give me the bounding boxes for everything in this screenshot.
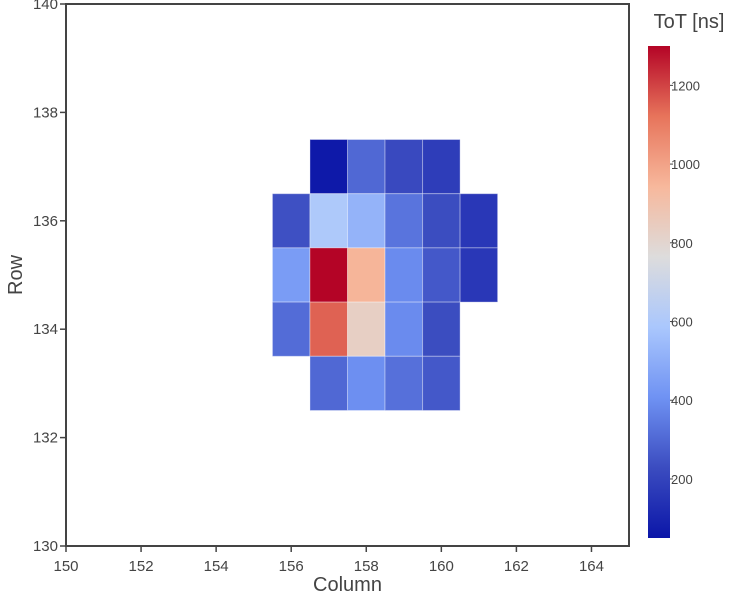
heatmap-cell bbox=[459, 247, 499, 303]
heatmap-cell bbox=[422, 193, 461, 249]
y-tick-label: 140 bbox=[33, 0, 58, 13]
y-tick-label: 138 bbox=[33, 104, 58, 121]
heatmap-cell bbox=[384, 247, 424, 303]
plot-frame bbox=[65, 3, 630, 547]
x-axis-ticks: 150 152 154 156 158 160 162 164 bbox=[53, 546, 604, 575]
x-tick-label: 150 bbox=[53, 558, 78, 575]
colorbar-tick-label: 1000 bbox=[671, 157, 700, 172]
heatmap-cell bbox=[347, 139, 386, 195]
heatmap-cell bbox=[384, 355, 424, 411]
x-tick-label: 158 bbox=[354, 558, 379, 575]
y-tick-label: 130 bbox=[33, 538, 58, 555]
heatmap-cell bbox=[459, 193, 499, 249]
heatmap-cell bbox=[309, 247, 349, 303]
colorbar-ticks: 200 400 600 800 1000 1200 bbox=[670, 78, 700, 487]
heatmap-cell bbox=[309, 301, 349, 357]
heatmap-cell bbox=[309, 139, 349, 195]
heatmap-cell bbox=[271, 247, 311, 303]
heatmap-cell bbox=[309, 355, 349, 411]
heatmap-cell bbox=[347, 355, 386, 411]
colorbar-tick-label: 800 bbox=[671, 236, 693, 251]
heatmap-cell bbox=[422, 247, 461, 303]
colorbar-tick-label: 200 bbox=[671, 472, 693, 487]
heatmap-cell bbox=[309, 193, 349, 249]
heatmap-cell bbox=[347, 247, 386, 303]
y-axis-ticks: 130 132 134 136 138 140 bbox=[33, 0, 66, 555]
colorbar-tick-label: 1200 bbox=[671, 78, 700, 93]
colorbar-tick-label: 600 bbox=[671, 315, 693, 330]
heatmap-cell bbox=[422, 139, 461, 195]
x-tick-label: 164 bbox=[579, 558, 604, 575]
colorbar-tick-label: 400 bbox=[671, 393, 693, 408]
x-axis-title: Column bbox=[313, 574, 382, 596]
heatmap-cell bbox=[384, 301, 424, 357]
x-tick-label: 152 bbox=[129, 558, 154, 575]
heatmap-cells bbox=[271, 139, 499, 411]
heatmap-cell bbox=[422, 301, 461, 357]
y-tick-label: 132 bbox=[33, 430, 58, 447]
x-tick-label: 156 bbox=[279, 558, 304, 575]
heatmap-cell bbox=[347, 193, 386, 249]
heatmap-cell bbox=[384, 139, 424, 195]
heatmap-cell bbox=[347, 301, 386, 357]
heatmap-cell bbox=[271, 301, 311, 357]
colorbar bbox=[648, 46, 670, 538]
heatmap-cell bbox=[422, 355, 461, 411]
y-axis-title: Row bbox=[5, 254, 27, 295]
x-tick-label: 162 bbox=[504, 558, 529, 575]
heatmap-cell bbox=[271, 193, 311, 249]
y-tick-label: 136 bbox=[33, 213, 58, 230]
x-tick-label: 160 bbox=[429, 558, 454, 575]
y-tick-label: 134 bbox=[33, 321, 58, 338]
x-tick-label: 154 bbox=[204, 558, 229, 575]
colorbar-title: ToT [ns] bbox=[654, 11, 725, 33]
heatmap-cell bbox=[384, 193, 424, 249]
